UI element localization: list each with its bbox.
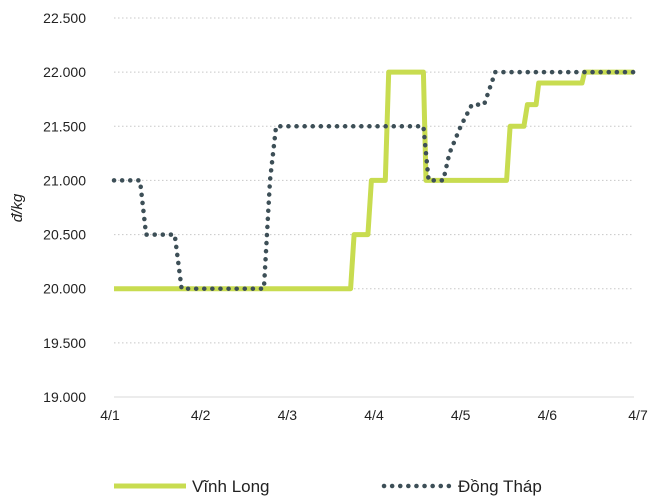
series-line-1 [111, 69, 637, 291]
y-tick-label: 20.000 [43, 281, 86, 297]
x-axis-tick-labels: 4/1 4/2 4/3 4/4 4/5 4/6 4/7 [100, 407, 648, 423]
y-tick-label: 21.500 [43, 118, 86, 134]
y-tick-label: 22.000 [43, 64, 86, 80]
series-line-0 [114, 69, 634, 292]
y-axis-label: đ/kg [9, 193, 26, 222]
y-tick-label: 19.500 [43, 335, 86, 351]
x-tick-label: 4/7 [628, 407, 648, 423]
x-tick-label: 4/4 [364, 407, 384, 423]
y-tick-label: 19.000 [43, 389, 86, 405]
y-tick-label: 20.500 [43, 227, 86, 243]
x-tick-label: 4/5 [451, 407, 471, 423]
legend: Vĩnh Long Đồng Tháp [114, 477, 542, 496]
series-lines [111, 69, 637, 292]
y-axis-tick-labels: 19.000 19.500 20.000 20.500 21.000 21.500 22.0… [43, 10, 86, 405]
legend-label-0: Vĩnh Long [192, 477, 270, 496]
legend-label-1: Đồng Tháp [458, 477, 542, 496]
y-tick-label: 21.000 [43, 172, 86, 188]
x-tick-label: 4/6 [538, 407, 558, 423]
x-tick-label: 4/2 [191, 407, 211, 423]
x-tick-label: 4/1 [100, 407, 120, 423]
y-tick-label: 22.500 [43, 10, 86, 26]
x-tick-label: 4/3 [278, 407, 298, 423]
